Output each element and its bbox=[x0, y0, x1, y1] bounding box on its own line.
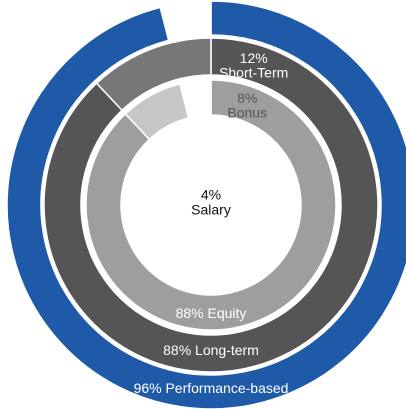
third-segment-0-label: 88% Equity bbox=[176, 305, 247, 321]
second-ring-segment-1 bbox=[95, 37, 212, 112]
outer-segment-0-label-line-0: 96% Performance-based bbox=[134, 380, 289, 396]
outer-ring-segment-0 bbox=[6, 0, 406, 409]
third-segment-2-label-line-0: 4% bbox=[201, 187, 221, 203]
second-segment-0-label: 88% Long-term bbox=[163, 342, 259, 358]
third-segment-2-label-line-1: Salary bbox=[191, 201, 231, 217]
second-segment-1-label-line-0: 12% bbox=[240, 50, 268, 66]
third-segment-1-label-line-1: Bonus bbox=[227, 105, 267, 121]
third-segment-2-label: 4% Salary bbox=[191, 187, 231, 218]
third-segment-1-label-line-0: 8% bbox=[237, 90, 257, 106]
third-ring-segment-2 bbox=[179, 79, 212, 119]
third-segment-0-label-line-0: 88% Equity bbox=[176, 305, 247, 321]
outer-segment-0-label: 96% Performance-based bbox=[134, 380, 289, 396]
third-segment-1-label: 8% Bonus bbox=[227, 90, 267, 121]
third-ring-segment-0 bbox=[85, 79, 337, 331]
second-segment-1-label: 12% Short-Term bbox=[219, 50, 288, 81]
second-segment-0-label-line-0: 88% Long-term bbox=[163, 342, 259, 358]
second-segment-1-label-line-1: Short-Term bbox=[219, 65, 288, 81]
second-ring-segment-0 bbox=[43, 37, 379, 373]
outer-ring-segment-1 bbox=[159, 0, 212, 42]
